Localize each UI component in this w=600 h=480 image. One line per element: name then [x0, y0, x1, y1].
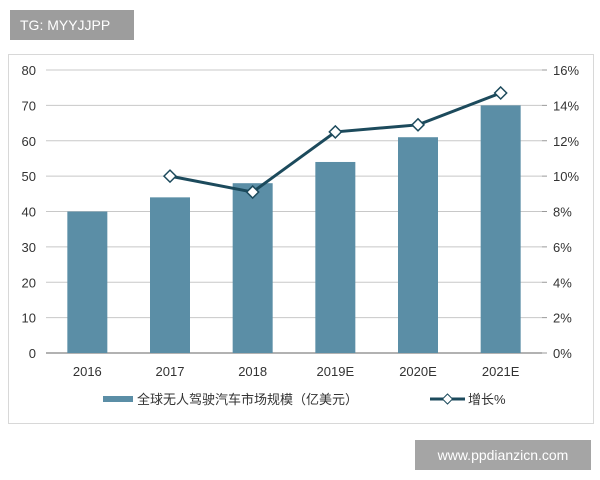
y-left-tick-label: 40 [22, 205, 36, 220]
y-right-tick-label: 10% [553, 169, 579, 184]
y-left-tick-label: 0 [29, 346, 36, 361]
legend-line-label: 增长% [468, 392, 506, 407]
y-left-tick-label: 10 [22, 311, 36, 326]
growth-marker [493, 85, 508, 101]
y-right-tick-label: 14% [553, 98, 579, 113]
growth-marker [410, 117, 426, 132]
x-tick-label: 2021E [482, 364, 520, 379]
y-left-tick-label: 60 [22, 134, 36, 149]
growth-marker [245, 184, 260, 200]
bar [315, 161, 356, 353]
y-right-tick-label: 2% [553, 311, 572, 326]
y-right-tick-label: 4% [553, 275, 572, 290]
bar [232, 183, 273, 353]
y-right-tick-label: 12% [553, 134, 579, 149]
watermark-top: TG: MYYJJPP [10, 10, 134, 40]
legend-bar-label: 全球无人驾驶汽车市场规模（亿美元） [137, 392, 358, 407]
y-left-tick-label: 80 [22, 63, 36, 78]
growth-marker [162, 169, 178, 184]
y-right-tick-label: 16% [553, 63, 579, 78]
x-tick-label: 2016 [73, 364, 102, 379]
y-left-tick-label: 20 [22, 275, 36, 290]
x-tick-label: 2018 [238, 364, 267, 379]
y-left-tick-label: 30 [22, 240, 36, 255]
watermark-bottom: www.ppdianzicn.com [415, 440, 591, 470]
x-tick-label: 2020E [399, 364, 437, 379]
x-tick-label: 2019E [317, 364, 355, 379]
legend-line-marker [441, 393, 454, 405]
y-left-tick-label: 50 [22, 169, 36, 184]
y-right-tick-label: 6% [553, 240, 572, 255]
bar [480, 105, 521, 353]
bar [67, 211, 108, 353]
growth-marker [328, 124, 343, 139]
y-right-tick-label: 8% [553, 205, 572, 220]
x-tick-label: 2017 [156, 364, 185, 379]
bar [398, 137, 438, 353]
y-right-tick-label: 0% [553, 346, 572, 361]
legend-bar-swatch [103, 396, 133, 402]
bar [150, 197, 190, 353]
y-left-tick-label: 70 [22, 98, 36, 113]
